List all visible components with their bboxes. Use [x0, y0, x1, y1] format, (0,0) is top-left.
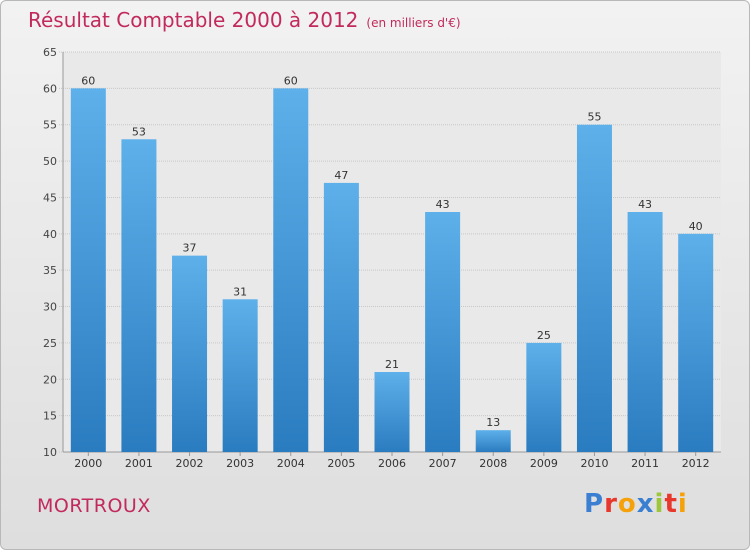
data-label-2003: 31: [233, 285, 247, 298]
data-label-2006: 21: [385, 358, 399, 371]
logo-letter: t: [664, 489, 678, 519]
bar-2004: [273, 88, 309, 452]
x-tick-label-2010: 2010: [580, 457, 608, 470]
data-label-2005: 47: [334, 169, 348, 182]
x-tick-label-2011: 2011: [631, 457, 659, 470]
data-label-2012: 40: [689, 220, 703, 233]
x-tick-label-2012: 2012: [682, 457, 710, 470]
bar-2010: [576, 124, 612, 453]
data-label-2000: 60: [81, 74, 95, 87]
data-label-2008: 13: [486, 416, 500, 429]
bar-2007: [425, 212, 461, 452]
logo-letter: i: [677, 489, 688, 519]
bar-2002: [172, 255, 208, 452]
data-label-2011: 43: [638, 198, 652, 211]
y-tick-label-25: 25: [43, 337, 57, 350]
title-text: Résultat Comptable 2000 à 2012: [28, 8, 359, 32]
bar-2001: [121, 139, 157, 453]
data-label-2007: 43: [436, 198, 450, 211]
bar-2012: [678, 233, 714, 452]
data-label-2009: 25: [537, 329, 551, 342]
bar-2000: [70, 88, 106, 452]
bar-2008: [475, 430, 511, 452]
y-tick-label-10: 10: [43, 446, 57, 459]
x-tick-label-2006: 2006: [378, 457, 406, 470]
data-label-2004: 60: [284, 74, 298, 87]
y-tick-label-20: 20: [43, 373, 57, 386]
y-tick-label-30: 30: [43, 301, 57, 314]
y-tick-label-60: 60: [43, 82, 57, 95]
y-tick-label-65: 65: [43, 46, 57, 59]
logo-letter: x: [636, 489, 655, 519]
bar-2009: [526, 342, 562, 452]
x-tick-label-2009: 2009: [530, 457, 558, 470]
bar-2003: [222, 299, 258, 452]
y-tick-label-40: 40: [43, 228, 57, 241]
y-tick-label-45: 45: [43, 191, 57, 204]
logo-letter: i: [654, 489, 665, 519]
y-tick-label-50: 50: [43, 155, 57, 168]
unit-note: (en milliers d'€): [366, 16, 461, 30]
y-tick-label-15: 15: [43, 410, 57, 423]
chart-title: Résultat Comptable 2000 à 2012 (en millie…: [28, 8, 461, 32]
bar-2011: [627, 212, 663, 452]
x-tick-label-2001: 2001: [125, 457, 153, 470]
logo-letter: r: [604, 489, 618, 519]
proxiti-logo: Proxiti: [584, 489, 688, 519]
bar-2005: [323, 182, 359, 452]
data-label-2002: 37: [183, 242, 197, 255]
data-label-2001: 53: [132, 125, 146, 138]
x-tick-label-2007: 2007: [429, 457, 457, 470]
bar-2006: [374, 372, 410, 452]
x-tick-label-2002: 2002: [176, 457, 204, 470]
x-tick-label-2008: 2008: [479, 457, 507, 470]
logo-letter: o: [617, 489, 637, 519]
y-tick-label-55: 55: [43, 119, 57, 132]
x-tick-label-2000: 2000: [74, 457, 102, 470]
y-tick-label-35: 35: [43, 264, 57, 277]
data-label-2010: 55: [587, 111, 601, 124]
x-tick-label-2004: 2004: [277, 457, 305, 470]
logo-letter: P: [584, 489, 605, 519]
x-tick-label-2003: 2003: [226, 457, 254, 470]
x-tick-label-2005: 2005: [327, 457, 355, 470]
town-name: MORTROUX: [37, 495, 151, 517]
